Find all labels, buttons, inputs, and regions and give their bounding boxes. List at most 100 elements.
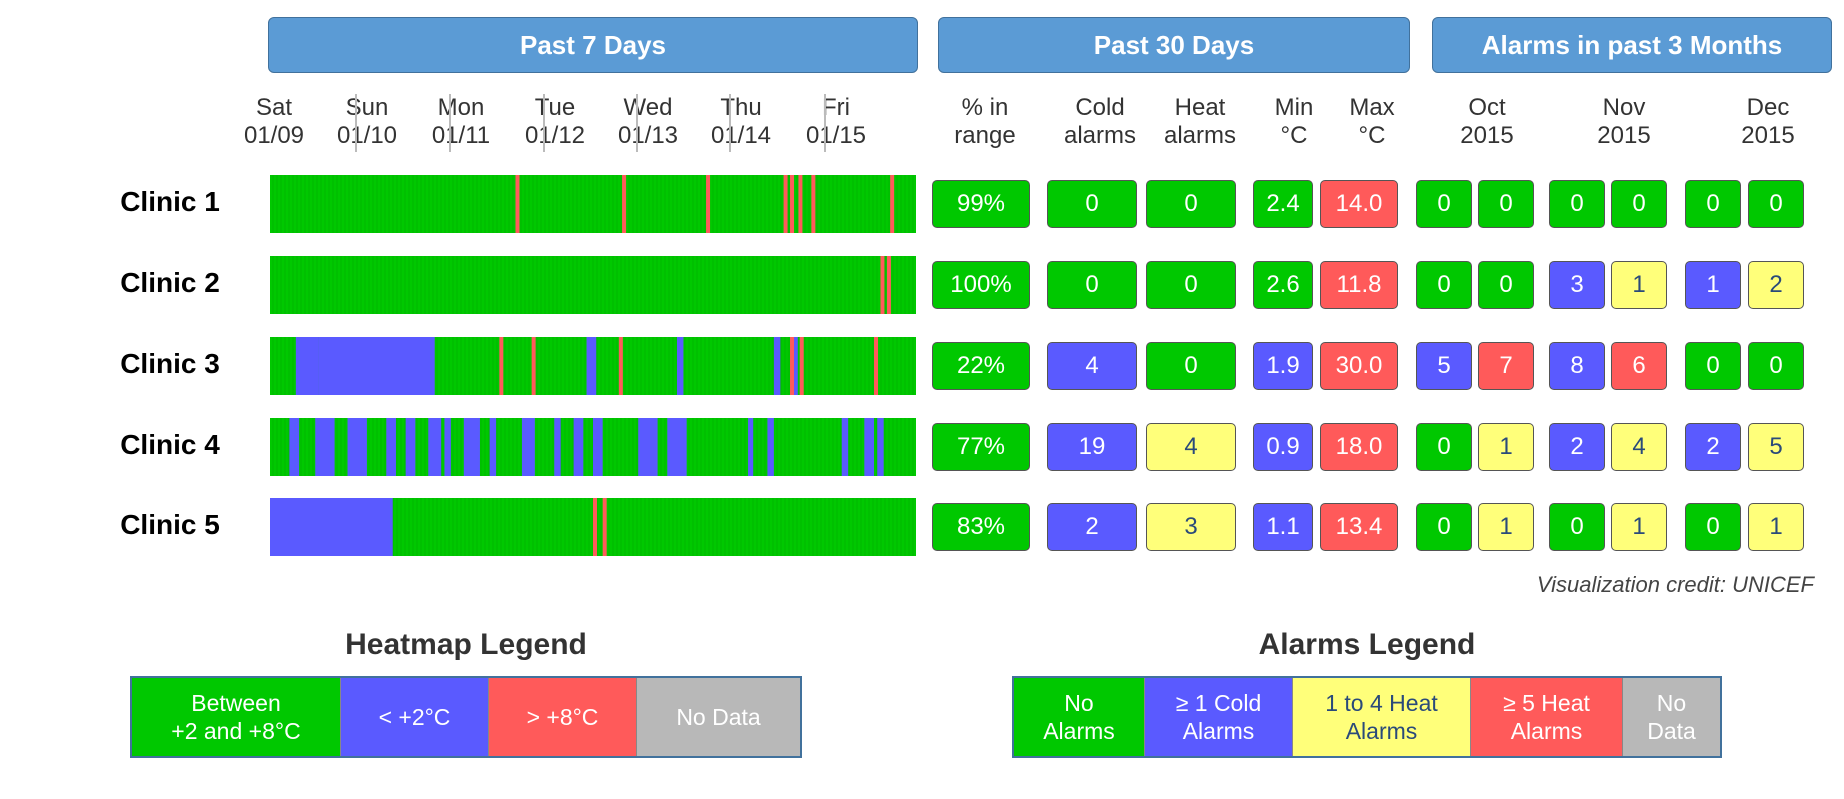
heatmap-strip [270,498,916,556]
monthly-cold-alarm-cell: 3 [1549,261,1605,309]
monthly-heat-alarm-cell: 0 [1478,180,1534,228]
day-header: Mon 01/11 [414,94,508,150]
heatmap-cold-period [405,418,416,476]
monthly-cold-alarm-cell: 0 [1549,503,1605,551]
heatmap-cold-period [793,337,798,395]
column-header-line2: alarms [1063,122,1136,149]
day-date: 01/11 [431,122,491,149]
heatmap-heat-period [618,337,623,395]
legend-swatch-label: ≥ 1 Cold Alarms [1176,689,1262,745]
heatmap-heat-period [874,337,879,395]
heatmap-heat-period [531,337,536,395]
monthly-cold-alarm-cell: 0 [1416,423,1472,471]
heatmap-in-range-background [270,256,916,314]
heatmap-strip [270,418,916,476]
heatmap-legend-title: Heatmap Legend [345,628,587,661]
month-year: 2015 [1741,122,1795,149]
heatmap-cold-period [841,418,849,476]
cell-heat-alarms: 0 [1146,180,1236,228]
heatmap-cold-period [347,418,367,476]
cell-heat-alarms: 0 [1146,342,1236,390]
day-separator [824,94,826,152]
cell-cold-alarms: 4 [1047,342,1137,390]
heatmap-heat-period [890,175,895,233]
heatmap-cold-period [767,418,774,476]
day-of-week: Sat [255,94,293,121]
legend-swatch-label: < +2°C [379,703,451,731]
column-header-line1: % in [961,94,1009,121]
clinic-label: Clinic 4 [120,429,220,460]
monthly-cold-alarm-cell: 0 [1685,503,1741,551]
day-of-week: Sun [345,94,389,121]
monthly-cold-alarm-cell: 2 [1685,423,1741,471]
legend-swatch-label: No Data [1647,689,1696,745]
legend-label-line: < +2°C [378,704,451,730]
clinic-label: Clinic 5 [120,509,220,540]
banner-alarms-3-months: Alarms in past 3 Months [1432,17,1832,73]
monthly-cold-alarm-cell: 8 [1549,342,1605,390]
column-header-line1: Heat [1174,94,1226,121]
legend-label-line: +2 and +8°C [171,718,301,744]
month-name: Oct [1468,94,1506,121]
legend-swatch-label: 1 to 4 Heat Alarms [1325,689,1438,745]
heatmap-cold-period [270,498,393,556]
heatmap-heat-period [886,256,891,314]
heatmap-heat-period [790,175,795,233]
column-header-line2: °C [1280,122,1308,149]
heatmap-cold-period [318,337,435,395]
legend-label-line: Alarms [1182,718,1255,744]
heatmap-cold-period [864,418,875,476]
column-header-line2: alarms [1163,122,1236,149]
cell-cold-alarms: 0 [1047,261,1137,309]
heatmap-cold-period [463,418,480,476]
legend-swatch-label: No Data [676,703,760,731]
legend-label-line: 1 to 4 Heat [1325,690,1438,716]
column-header-line1: Cold [1075,94,1125,121]
heatmap-cold-period [593,418,603,476]
month-name: Nov [1602,94,1646,121]
month-name: Dec [1746,94,1790,121]
monthly-heat-alarm-cell: 7 [1478,342,1534,390]
day-separator [636,94,638,152]
cell-cold-alarms: 0 [1047,180,1137,228]
cell-max: 14.0 [1320,180,1398,228]
monthly-cold-alarm-cell: 1 [1685,261,1741,309]
heatmap-cold-period [295,337,319,395]
heatmap-cold-period [573,418,584,476]
monthly-heat-alarm-cell: 6 [1611,342,1667,390]
month-header: Dec 2015 [1718,94,1818,150]
legend-swatch-cold: ≥ 1 Cold Alarms [1144,678,1292,756]
heatmap-strip [270,175,916,233]
heatmap-cold-period [773,337,781,395]
heatmap-cold-period [554,418,561,476]
cell-heat-alarms: 0 [1146,261,1236,309]
heatmap-cold-period [877,418,884,476]
monthly-cold-alarm-cell: 0 [1416,261,1472,309]
monthly-heat-alarm-cell: 5 [1748,423,1804,471]
cell-min: 2.4 [1253,180,1313,228]
cell-cold-alarms: 2 [1047,503,1137,551]
legend-label-line: ≥ 5 Heat [1503,690,1590,716]
legend-label-line: Alarms [1510,718,1583,744]
legend-label-line: No [1064,690,1094,716]
monthly-cold-alarm-cell: 0 [1416,503,1472,551]
heatmap-heat-period [783,175,788,233]
day-of-week: Thu [720,94,762,121]
day-header: Wed 01/13 [601,94,695,150]
day-date: 01/13 [617,122,679,149]
heatmap-cold-period [289,418,300,476]
legend-swatch-in-range: No Alarms [1014,678,1144,756]
banner-past-7-days: Past 7 Days [268,17,918,73]
heatmap-strip [270,256,916,314]
month-header: Oct 2015 [1437,94,1537,150]
heatmap-heat-period [499,337,504,395]
cell-heat-alarms: 4 [1146,423,1236,471]
column-header-heat: Heat alarms [1154,94,1246,150]
legend-swatch-no-data: No Data [1622,678,1720,756]
cell-max: 18.0 [1320,423,1398,471]
heatmap-cold-period [315,418,335,476]
clinic-label: Clinic 2 [120,267,220,298]
legend-swatch-heat-low: 1 to 4 Heat Alarms [1292,678,1470,756]
day-separator [449,94,451,152]
clinic-label: Clinic 1 [120,186,220,217]
